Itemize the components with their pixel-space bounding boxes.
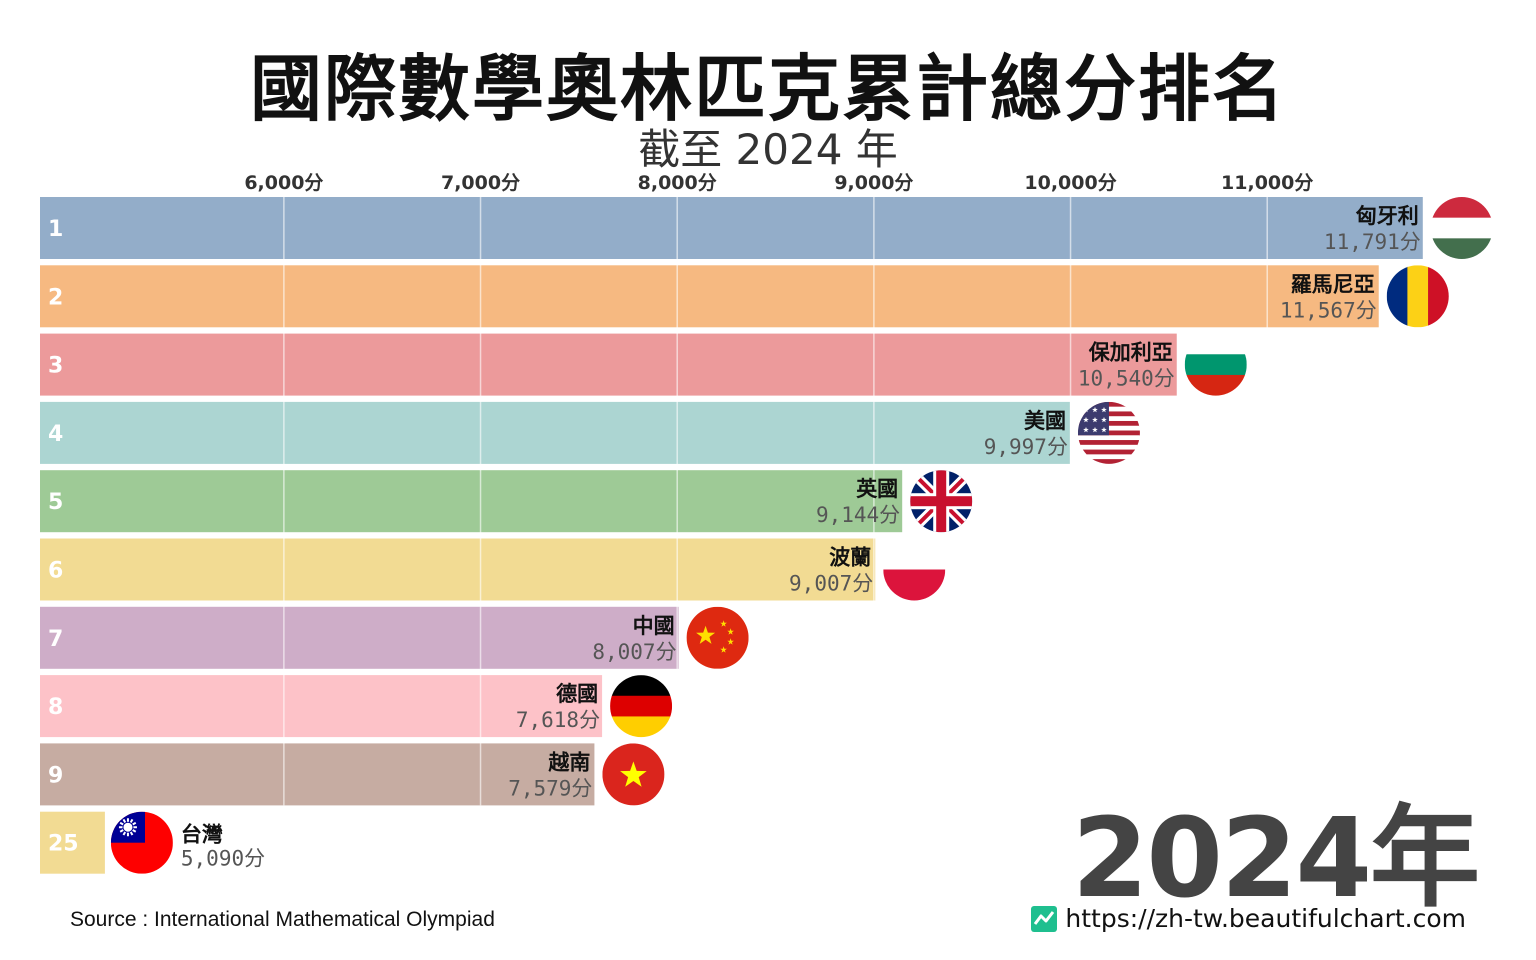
usa-flag [1077,401,1140,464]
china-flag [686,606,749,669]
value-label: 9,997分 [984,435,1068,459]
rank-label: 3 [48,354,63,379]
country-name: 波蘭 [829,546,871,570]
country-name: 中國 [633,614,675,638]
rank-label: 4 [48,422,63,447]
rank-label: 5 [48,490,63,515]
website-url: https://zh-tw.beautifulchart.com [1065,904,1466,933]
bar-chart: 6,000分 7,000分 8,000分 9,000分 10,000分 11,000分 1 匈… [40,172,1493,874]
bar [40,538,876,601]
country-name: 德國 [556,682,598,706]
country-name: 越南 [547,750,590,774]
rank-label: 8 [48,695,63,720]
bar [40,333,1177,396]
bar [40,470,903,533]
website-link[interactable]: https://zh-tw.beautifulchart.com [1031,904,1466,933]
bar [40,743,595,806]
rank-label: 2 [48,285,63,310]
value-label: 11,567分 [1280,298,1377,322]
x-tick-label: 8,000分 [638,172,717,194]
country-name: 台灣 [181,823,223,847]
bar [40,606,679,669]
bar [40,401,1070,464]
value-label: 8,007分 [592,640,676,664]
value-label: 7,618分 [516,708,600,732]
value-label: 10,540分 [1078,367,1175,391]
country-name: 匈牙利 [1356,204,1419,228]
grid-lines [283,197,1268,806]
x-tick-label: 7,000分 [441,172,520,194]
bulgaria-flag [1184,333,1247,396]
poland-flag [883,538,946,601]
germany-flag [610,675,673,738]
rank-label: 7 [48,627,63,652]
country-name: 羅馬尼亞 [1291,272,1375,296]
chart-title: 國際數學奧林匹克累計總分排名 [249,47,1286,131]
value-label: 9,007分 [789,572,873,596]
x-tick-label: 9,000分 [834,172,913,194]
rank-label: 9 [48,763,63,788]
bar [40,811,105,874]
taiwan-flag [110,811,173,874]
chart-logo-icon [1031,905,1058,932]
value-label: 9,144分 [816,503,900,527]
rank-label: 25 [48,832,79,857]
chart-subtitle: 截至 2024 年 [638,125,898,174]
source-note: Source : International Mathematical Olym… [70,908,495,931]
vietnam-flag [602,743,665,806]
bar [40,265,1379,328]
bar [40,197,1423,259]
value-label: 11,791分 [1324,230,1421,254]
country-name: 保加利亞 [1088,341,1173,365]
bar [40,675,603,738]
hungary-flag [1430,197,1493,259]
country-name: 英國 [856,477,898,501]
x-tick-label: 10,000分 [1024,172,1116,194]
country-name: 美國 [1024,409,1066,433]
rank-label: 6 [48,559,63,584]
x-tick-label: 11,000分 [1221,172,1313,194]
value-label: 7,579分 [508,776,592,800]
bars-group [40,197,1423,874]
rank-label: 1 [48,217,63,242]
year-label: 2024年 [1071,794,1480,922]
value-label: 5,090分 [181,847,265,871]
romania-flag [1386,265,1449,328]
uk-flag [910,470,973,533]
x-tick-label: 6,000分 [244,172,323,194]
